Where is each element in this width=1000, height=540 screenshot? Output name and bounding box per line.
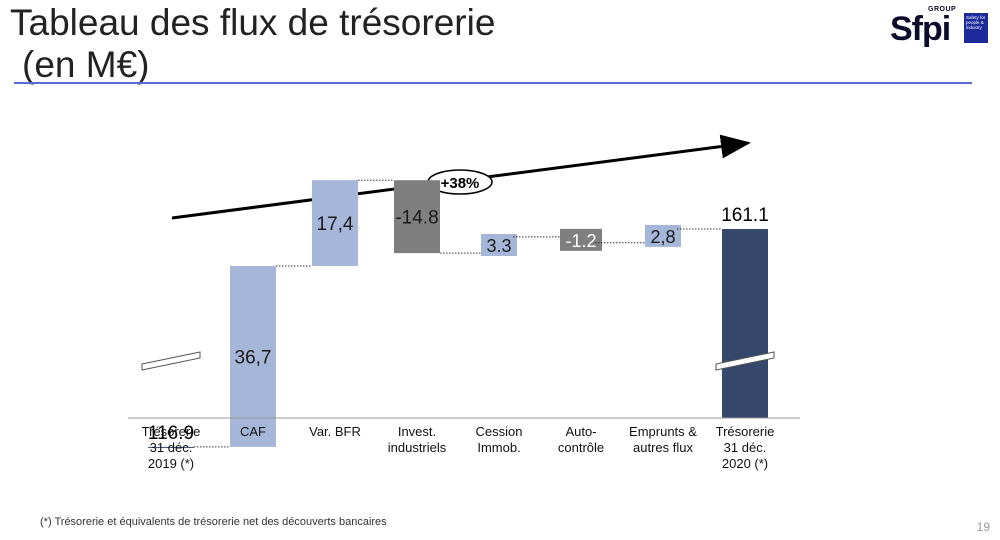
x-tick-label: Trésorerie [142, 424, 201, 439]
x-tick-label: 2020 (*) [722, 456, 768, 471]
data-label: -14.8 [395, 208, 438, 229]
logo-badge: Safety for people & industry [964, 13, 988, 43]
x-tick-label: 31 déc. [724, 440, 767, 455]
data-label: -1.2 [565, 231, 596, 251]
bar-7 [722, 229, 768, 418]
bar-0 [148, 446, 194, 448]
x-tick-label: Invest. [398, 424, 436, 439]
x-tick-label: industriels [388, 440, 447, 455]
bar-1 [230, 265, 276, 447]
value-label-bg [481, 234, 517, 257]
x-tick-label: 31 déc. [150, 440, 193, 455]
title-line-1: Tableau des flux de trésorerie [10, 2, 496, 43]
x-tick-label: Var. BFR [309, 424, 361, 439]
logo-group-text: GROUP [928, 6, 957, 13]
logo-word: Sfpi [890, 10, 951, 48]
footnote: (*) Trésorerie et équivalents de trésore… [40, 516, 387, 528]
page-number: 19 [976, 520, 990, 534]
data-label: 36,7 [235, 347, 272, 368]
title-line-2: (en M€) [22, 44, 150, 85]
data-label: 116.9 [148, 423, 194, 444]
data-label: 161.1 [721, 205, 769, 226]
page-title: Tableau des flux de trésorerie (en M€) [10, 2, 495, 86]
x-tick-label: autres flux [633, 440, 693, 455]
title-underline [14, 82, 972, 84]
x-tick-label: Auto- [565, 424, 596, 439]
x-tick-label: Emprunts & [629, 424, 697, 439]
x-tick-label: Cession [476, 424, 523, 439]
value-label-bg [645, 224, 681, 247]
x-tick-label: contrôle [558, 440, 604, 455]
bar-3 [394, 180, 440, 254]
axis-break-mark [715, 351, 775, 371]
x-tick-label: CAF [240, 424, 266, 439]
x-tick-label: 2019 (*) [148, 456, 194, 471]
data-label: 2,8 [650, 227, 675, 247]
data-label: 3.3 [486, 236, 511, 256]
x-tick-label: Immob. [477, 440, 520, 455]
x-tick-label: Trésorerie [716, 424, 775, 439]
data-label: 17,4 [317, 214, 354, 235]
value-label-bg [560, 228, 602, 251]
bar-2 [312, 180, 358, 266]
growth-label: +38% [441, 175, 480, 192]
axis-break-mark [141, 351, 201, 371]
